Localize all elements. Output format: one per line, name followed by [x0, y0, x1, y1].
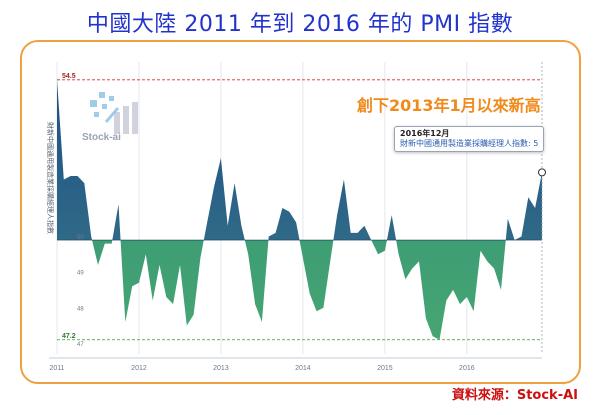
y-tick-label: 50	[77, 235, 84, 241]
tooltip-date: 2016年12月	[400, 129, 450, 138]
y-axis-label: 財新中國通用製造業採購經理人指數	[46, 122, 55, 234]
area-below-50	[57, 240, 542, 340]
tooltip-value: 財新中國通用製造業採購經理人指數: 51.9%	[400, 139, 538, 148]
x-tick-label: 2013	[213, 365, 229, 372]
source-credit: 資料來源：Stock-AI	[451, 388, 578, 403]
min-label: 47.2	[62, 333, 76, 340]
x-tick-label: 2016	[459, 365, 475, 372]
watermark-text: Stock-ai	[82, 132, 121, 143]
y-tick-label: 48	[77, 306, 84, 312]
chart-annotation: 創下2013年1月以來新高	[357, 96, 541, 115]
max-label: 54.5	[62, 73, 76, 80]
data-tooltip: 2016年12月 財新中國通用製造業採購經理人指數: 51.9%	[394, 126, 544, 152]
x-tick-label: 2012	[131, 365, 147, 372]
x-tick-label: 2015	[377, 365, 393, 372]
x-tick-label: 2011	[49, 365, 64, 372]
pmi-area-chart: 54.5 47.247 48 49 50 2011 2012 2013 2014 2015 2016…	[46, 62, 546, 372]
page-title: 中國大陸 2011 年到 2016 年的 PMI 指數	[86, 12, 514, 37]
latest-point-marker	[538, 168, 546, 177]
y-tick-label: 49	[77, 271, 84, 277]
x-tick-label: 2014	[295, 365, 311, 372]
y-tick-label: 47	[77, 342, 84, 348]
stock-ai-logo-icon	[90, 92, 138, 134]
